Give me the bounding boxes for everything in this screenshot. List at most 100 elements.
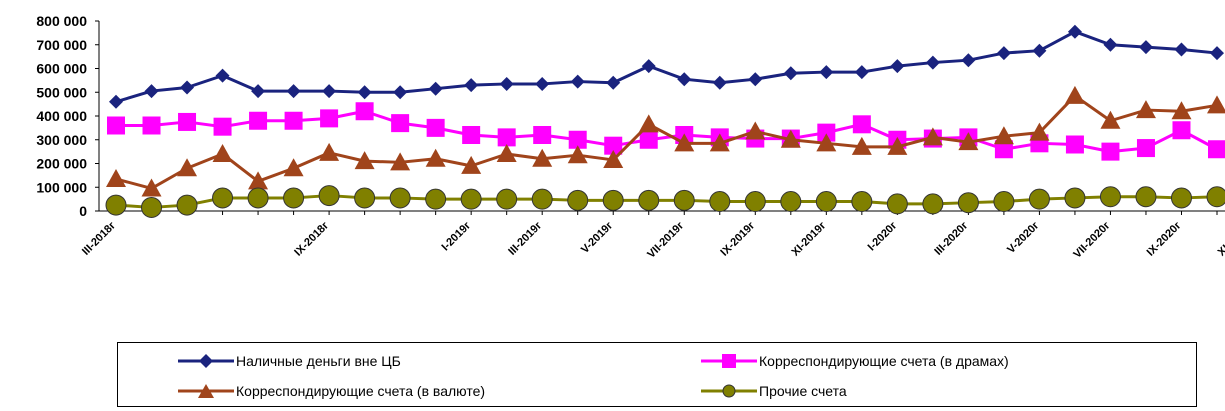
data-point	[532, 148, 553, 167]
data-point	[606, 75, 621, 90]
data-point	[180, 80, 195, 95]
data-point	[851, 136, 872, 155]
legend-item-cash: Наличные деньги вне ЦБ	[178, 350, 401, 372]
data-point	[638, 114, 659, 133]
data-point	[887, 136, 908, 155]
data-point	[567, 189, 589, 211]
data-point	[1028, 188, 1050, 210]
data-point	[1206, 186, 1225, 208]
data-point	[393, 85, 408, 100]
x-tick-label: IX-2018г	[292, 219, 331, 258]
data-point	[178, 112, 197, 131]
data-point	[319, 142, 340, 161]
x-tick-label: IX-2020г	[1145, 219, 1184, 258]
data-point	[816, 133, 837, 152]
data-point	[1099, 186, 1121, 208]
data-point	[709, 191, 731, 212]
data-point	[819, 65, 834, 80]
data-point	[1064, 187, 1086, 209]
data-point	[248, 171, 269, 190]
data-point	[428, 81, 443, 96]
legend-item-other: Прочие счета	[701, 380, 847, 402]
data-point	[783, 66, 798, 81]
data-point	[176, 194, 198, 216]
data-point	[496, 188, 518, 210]
data-point	[212, 187, 234, 209]
data-point	[570, 74, 585, 89]
legend-marker-circle	[701, 384, 757, 398]
data-point	[604, 136, 623, 155]
x-tick-label: III-2019г	[506, 219, 544, 257]
data-point	[1172, 121, 1191, 140]
data-point	[251, 84, 266, 99]
data-point	[677, 72, 692, 87]
line-chart: 0 100 000 200 000 300 000 400 000 500 000 600 …	[36, 13, 1225, 261]
data-point	[1135, 100, 1156, 119]
y-tick-label: 100 000	[36, 179, 87, 195]
data-point	[107, 116, 125, 135]
data-point	[1171, 101, 1192, 120]
y-tick-label: 200 000	[36, 156, 87, 172]
legend-label: Корреспондирующие счета (в драмах)	[759, 353, 1009, 369]
x-axis-ticks: III-2018г IX-2018г I-2019г III-2019г V-2019г…	[80, 211, 1225, 261]
data-point	[535, 76, 550, 91]
data-point	[464, 78, 479, 93]
x-tick-label: XI-2020г	[1216, 219, 1225, 258]
data-point	[602, 189, 624, 211]
data-point	[1210, 46, 1224, 61]
data-point	[497, 128, 516, 147]
data-point	[1136, 139, 1155, 158]
x-tick-label: I-2019г	[439, 219, 473, 253]
data-point	[354, 187, 376, 209]
data-point	[355, 102, 374, 121]
y-tick-label: 800 000	[36, 13, 87, 29]
data-point	[922, 193, 944, 215]
data-point	[499, 76, 514, 91]
data-point	[1103, 37, 1118, 52]
data-point	[568, 130, 587, 149]
y-tick-label: 700 000	[36, 37, 87, 53]
data-point	[922, 127, 943, 146]
data-point	[531, 188, 553, 210]
x-tick-label: V-2020г	[1005, 219, 1042, 256]
legend-label: Корреспондирующие счета (в валюте)	[236, 383, 486, 399]
x-tick-label: IX-2019г	[718, 219, 757, 258]
data-point	[142, 116, 161, 135]
y-tick-label: 600 000	[36, 61, 87, 77]
legend-item-corr-dram: Корреспондирующие счета (в драмах)	[701, 350, 1009, 372]
data-point	[1174, 42, 1189, 57]
x-tick-label: XI-2019г	[789, 219, 828, 258]
data-point	[638, 189, 660, 211]
y-tick-label: 400 000	[36, 108, 87, 124]
data-point	[283, 187, 305, 209]
data-point	[213, 117, 232, 136]
data-point	[603, 149, 624, 168]
data-point	[105, 194, 127, 216]
data-point	[1032, 43, 1047, 58]
data-point	[286, 84, 301, 99]
data-point	[212, 144, 233, 162]
data-point	[425, 188, 447, 210]
data-point	[993, 126, 1014, 145]
data-point	[144, 84, 159, 99]
data-point	[925, 55, 940, 70]
data-point	[748, 72, 763, 87]
data-point	[815, 191, 837, 212]
data-point	[283, 158, 304, 177]
data-point	[957, 192, 979, 214]
data-point	[1065, 135, 1084, 154]
series-triangle	[106, 85, 1225, 197]
legend-marker-diamond	[178, 354, 234, 368]
series-line	[116, 109, 1218, 154]
data-point	[673, 189, 695, 211]
data-point	[460, 188, 482, 210]
data-point	[996, 46, 1011, 61]
data-point	[780, 191, 802, 212]
y-tick-label: 0	[79, 203, 87, 219]
data-point	[426, 118, 445, 137]
data-point	[712, 75, 727, 90]
data-point	[674, 133, 695, 152]
data-point	[1208, 140, 1225, 159]
data-point	[177, 158, 198, 177]
data-point	[318, 185, 340, 207]
